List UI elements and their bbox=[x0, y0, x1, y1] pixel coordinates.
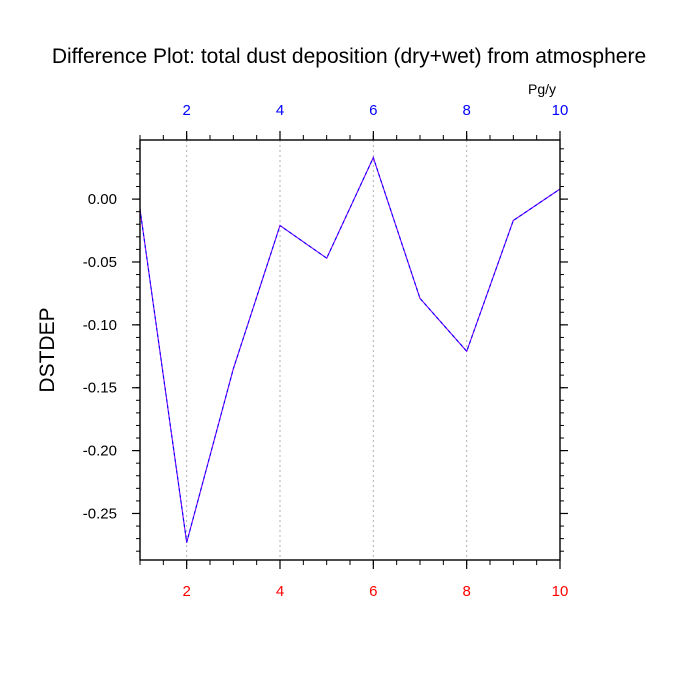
tick-labels: 2 4 6 8 10 2 4 6 8 10 0.00 -0.05 -0.10 -0.15 -0.20 -0.2… bbox=[83, 102, 569, 600]
x-tick-label-bottom: 8 bbox=[462, 583, 470, 600]
y-tick-label: -0.05 bbox=[83, 254, 117, 271]
data-series-line bbox=[139, 156, 561, 543]
chart-title: Difference Plot: total dust deposition (… bbox=[52, 45, 646, 68]
data-point bbox=[466, 350, 468, 352]
data-point bbox=[186, 541, 188, 544]
data-point bbox=[512, 219, 514, 222]
data-point bbox=[279, 224, 281, 227]
x-tick-label-top: 4 bbox=[276, 102, 284, 119]
x-tick-label-top: 6 bbox=[369, 102, 377, 119]
y-tick-label: -0.20 bbox=[83, 443, 117, 460]
data-point bbox=[419, 297, 421, 299]
y-tick-label: 0.00 bbox=[88, 191, 117, 208]
data-point bbox=[232, 368, 234, 370]
y-tick-label: -0.25 bbox=[83, 505, 117, 522]
y-tick-label: -0.10 bbox=[83, 317, 117, 334]
minor-ticks bbox=[136, 135, 564, 565]
x-tick-label-bottom: 4 bbox=[276, 583, 284, 600]
x-tick-label-top: 10 bbox=[552, 102, 569, 119]
plot-frame bbox=[139, 139, 561, 561]
data-point bbox=[372, 157, 374, 159]
data-point bbox=[326, 257, 328, 259]
x-tick-label-top: 2 bbox=[182, 102, 190, 119]
x-tick-label-bottom: 10 bbox=[552, 583, 569, 600]
grid-lines bbox=[186, 140, 561, 560]
y-tick-label: -0.15 bbox=[83, 380, 117, 397]
x-tick-label-top: 8 bbox=[462, 102, 470, 119]
data-series-dashes bbox=[139, 156, 561, 543]
major-ticks bbox=[132, 131, 568, 569]
x-tick-label-bottom: 6 bbox=[369, 583, 377, 600]
units-label: Pg/y bbox=[528, 81, 556, 97]
y-axis-label: DSTDEP bbox=[36, 307, 59, 392]
series-layer bbox=[139, 156, 561, 544]
x-tick-label-bottom: 2 bbox=[182, 583, 190, 600]
